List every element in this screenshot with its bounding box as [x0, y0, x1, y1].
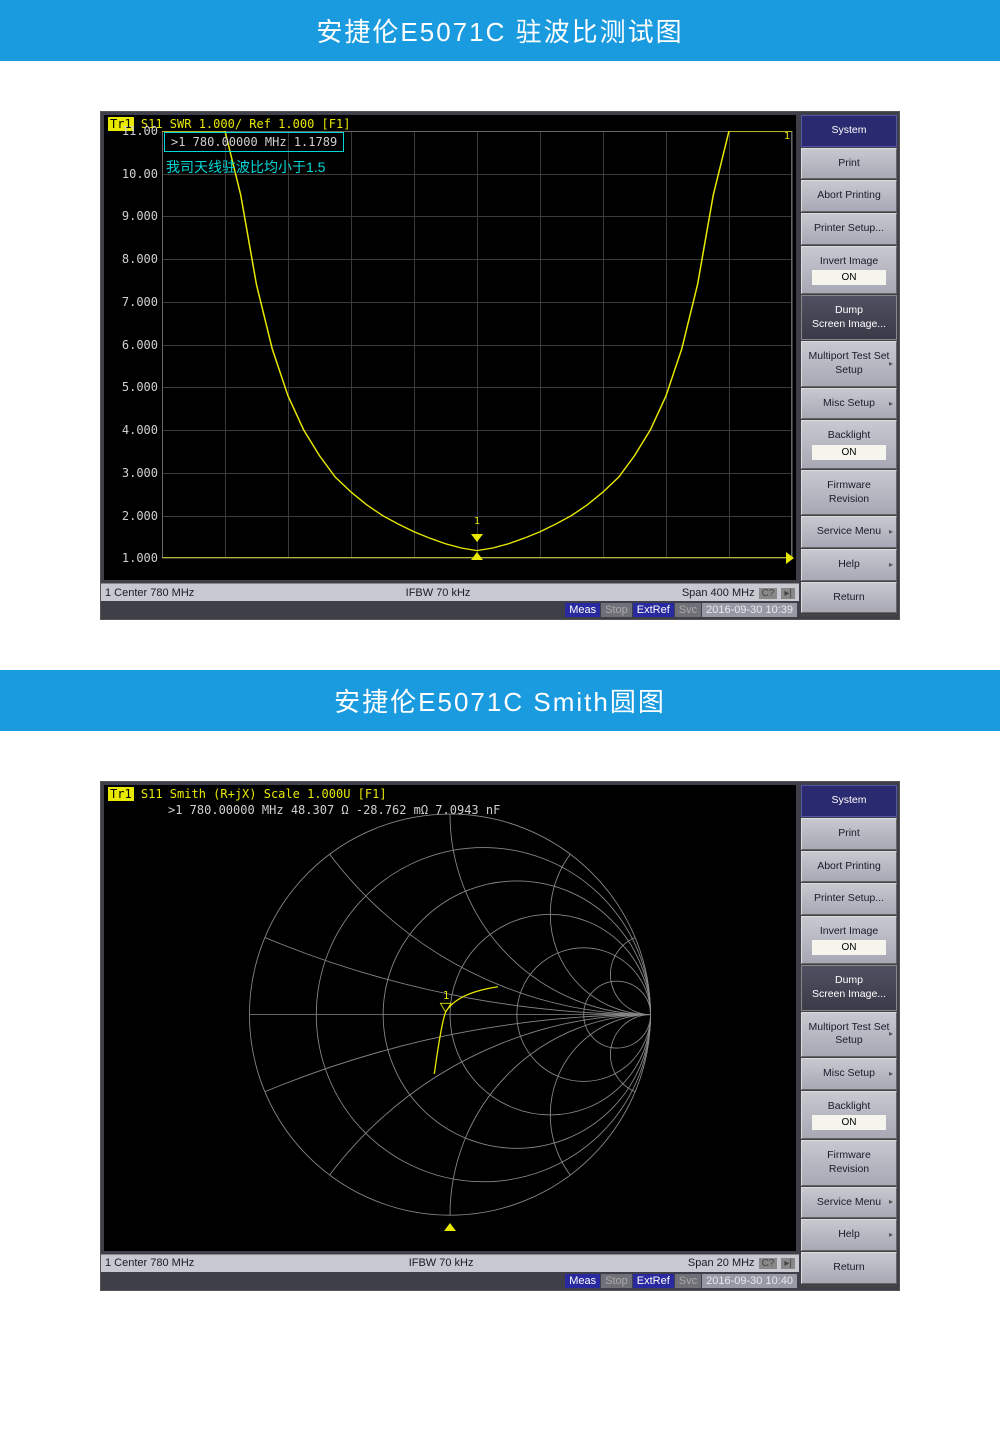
swr-plot: Tr1 S11 SWR 1.000/ Ref 1.000 [F1] 11.001…	[104, 115, 796, 580]
menu-item-sub: ON	[812, 270, 886, 285]
annotation-text: 我司天线驻波比均小于1.5	[166, 157, 325, 177]
status-date: 2016-09-30 10:39	[702, 603, 797, 617]
status-stop: Stop	[601, 603, 632, 617]
status-meas: Meas	[565, 603, 600, 617]
cg-indicator: C?	[759, 588, 778, 599]
swr-grid: >1 780.00000 MHz 1.1789 我司天线驻波比均小于1.5 1 …	[162, 131, 792, 558]
trace-label: Tr1 S11 Smith (R+jX) Scale 1.000U [F1]	[108, 787, 387, 801]
nav-icon: ▸|	[781, 588, 795, 599]
y-tick: 1.000	[122, 551, 158, 565]
status-svc: Svc	[675, 603, 701, 617]
y-tick: 10.00	[122, 167, 158, 181]
instrument-panel-smith: Tr1 S11 Smith (R+jX) Scale 1.000U [F1] >…	[100, 781, 900, 1290]
menu-item-dump-screen-image-[interactable]: DumpScreen Image...	[801, 965, 897, 1010]
menu-item-sub: ON	[812, 445, 886, 460]
status-svc: Svc	[675, 1274, 701, 1288]
status-meas: Meas	[565, 1274, 600, 1288]
marker-triangle-bottom	[471, 552, 483, 560]
y-tick: 7.000	[122, 295, 158, 309]
menu-item-dump-screen-image-[interactable]: DumpScreen Image...	[801, 295, 897, 340]
status-extref: ExtRef	[633, 1274, 674, 1288]
footer-center: IFBW 70 kHz	[406, 587, 471, 599]
smith-plot: Tr1 S11 Smith (R+jX) Scale 1.000U [F1] >…	[104, 785, 796, 1250]
status-stop: Stop	[601, 1274, 632, 1288]
menu-filler	[801, 1285, 897, 1287]
footer-left: 1 Center 780 MHz	[105, 1257, 194, 1269]
y-tick: 8.000	[122, 252, 158, 266]
menu-item-misc-setup[interactable]: Misc Setup	[801, 388, 897, 420]
menu-header: System	[801, 785, 897, 817]
plot-footer: 1 Center 780 MHz IFBW 70 kHz Span 20 MHz…	[101, 1254, 799, 1272]
footer-left: 1 Center 780 MHz	[105, 587, 194, 599]
menu-item-printer-setup-[interactable]: Printer Setup...	[801, 213, 897, 245]
trace-tr-indicator: Tr1	[108, 787, 134, 801]
ref-triangle-right	[786, 552, 794, 564]
menu-item-multiport-test-set-setup[interactable]: Multiport Test SetSetup	[801, 1012, 897, 1057]
menu-item-service-menu[interactable]: Service Menu	[801, 516, 897, 548]
y-tick: 6.000	[122, 338, 158, 352]
status-bar: Meas Stop ExtRef Svc 2016-09-30 10:39	[101, 601, 799, 619]
menu-item-abort-printing[interactable]: Abort Printing	[801, 180, 897, 212]
menu-item-printer-setup-[interactable]: Printer Setup...	[801, 883, 897, 915]
marker-triangle-trace	[471, 534, 483, 542]
section-title-swr: 安捷伦E5071C 驻波比测试图	[0, 0, 1000, 61]
nav-icon: ▸|	[781, 1258, 795, 1269]
menu-item-service-menu[interactable]: Service Menu	[801, 1187, 897, 1219]
menu-item-return[interactable]: Return	[801, 1252, 897, 1284]
plot-footer: 1 Center 780 MHz IFBW 70 kHz Span 400 MH…	[101, 583, 799, 601]
spacer	[0, 620, 1000, 670]
footer-center: IFBW 70 kHz	[409, 1257, 474, 1269]
marker-number: 1	[474, 516, 480, 527]
marker-readout-box: >1 780.00000 MHz 1.1789	[164, 132, 344, 152]
menu-item-misc-setup[interactable]: Misc Setup	[801, 1058, 897, 1090]
menu-filler	[801, 614, 897, 616]
marker-triangle-bottom	[444, 1223, 456, 1231]
y-axis: 11.0010.009.0008.0007.0006.0005.0004.000…	[108, 131, 158, 558]
menu-item-sub: ON	[812, 940, 886, 955]
menu-item-backlight[interactable]: BacklightON	[801, 1091, 897, 1140]
y-tick: 9.000	[122, 209, 158, 223]
footer-right: Span 20 MHzC?▸|	[688, 1257, 795, 1269]
y-tick: 5.000	[122, 380, 158, 394]
menu-item-firmware-revision[interactable]: FirmwareRevision	[801, 1140, 897, 1185]
menu-item-abort-printing[interactable]: Abort Printing	[801, 851, 897, 883]
y-tick: 11.00	[122, 124, 158, 138]
menu-item-help[interactable]: Help	[801, 549, 897, 581]
svg-text:1: 1	[443, 990, 449, 1002]
status-extref: ExtRef	[633, 603, 674, 617]
spacer	[0, 731, 1000, 781]
instrument-panel-swr: Tr1 S11 SWR 1.000/ Ref 1.000 [F1] 11.001…	[100, 111, 900, 620]
y-tick: 3.000	[122, 466, 158, 480]
y-tick: 2.000	[122, 509, 158, 523]
status-date: 2016-09-30 10:40	[702, 1274, 797, 1288]
menu-item-print[interactable]: Print	[801, 148, 897, 180]
cg-indicator: C?	[759, 1258, 778, 1269]
footer-right: Span 400 MHzC?▸|	[682, 587, 795, 599]
side-menu: SystemPrintAbort PrintingPrinter Setup..…	[799, 112, 899, 619]
smith-grid-container: 1	[108, 801, 792, 1228]
y-tick: 4.000	[122, 423, 158, 437]
menu-item-invert-image[interactable]: Invert ImageON	[801, 916, 897, 965]
menu-item-multiport-test-set-setup[interactable]: Multiport Test SetSetup	[801, 341, 897, 386]
menu-item-return[interactable]: Return	[801, 582, 897, 614]
ref-number: 1	[784, 131, 790, 142]
menu-item-firmware-revision[interactable]: FirmwareRevision	[801, 470, 897, 515]
menu-item-print[interactable]: Print	[801, 818, 897, 850]
menu-item-help[interactable]: Help	[801, 1219, 897, 1251]
menu-item-backlight[interactable]: BacklightON	[801, 420, 897, 469]
spacer	[0, 61, 1000, 111]
side-menu: SystemPrintAbort PrintingPrinter Setup..…	[799, 782, 899, 1289]
menu-item-invert-image[interactable]: Invert ImageON	[801, 246, 897, 295]
menu-item-sub: ON	[812, 1115, 886, 1130]
menu-header: System	[801, 115, 897, 147]
status-bar: Meas Stop ExtRef Svc 2016-09-30 10:40	[101, 1272, 799, 1290]
section-title-smith: 安捷伦E5071C Smith圆图	[0, 670, 1000, 731]
